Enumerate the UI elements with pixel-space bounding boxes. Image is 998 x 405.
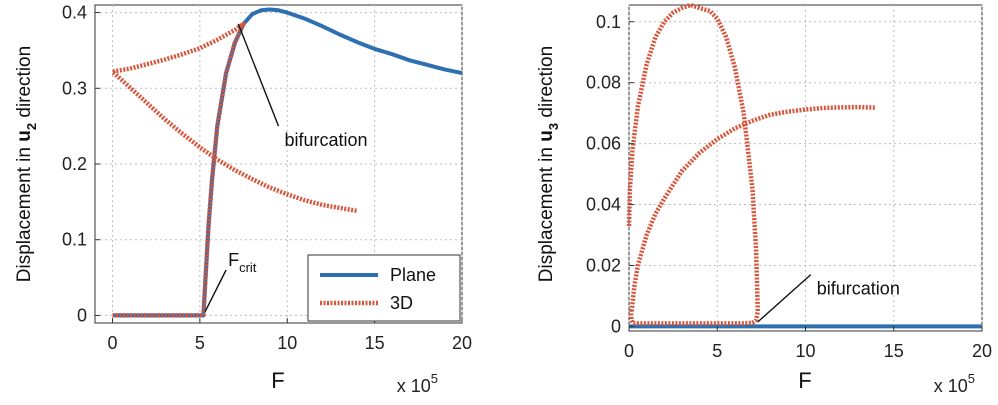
- left-series: [110, 7, 463, 318]
- y-tick-label: 0.06: [586, 134, 621, 154]
- x-tick-label: 10: [277, 333, 297, 353]
- x-tick-label: 20: [452, 333, 472, 353]
- y-tick-label: 0.04: [586, 195, 621, 215]
- y-tick-label: 0.2: [62, 154, 87, 174]
- left-x-multiplier: x 105: [397, 371, 438, 396]
- legend: Plane 3D: [307, 254, 461, 322]
- x-tick-label: 15: [365, 333, 385, 353]
- right-ticks: 0 5 10 15 20 0 0.02 0.04 0.06 0.08 0.1: [586, 12, 992, 361]
- annotation-label: bifurcation: [285, 130, 368, 150]
- y-tick-label: 0.1: [596, 12, 621, 32]
- annotation-label: Fcrit: [228, 250, 257, 275]
- legend-label-3d: 3D: [390, 293, 413, 313]
- x-tick-label: 15: [884, 341, 904, 361]
- series-line-3d: [110, 21, 358, 318]
- y-tick-label: 0.3: [62, 78, 87, 98]
- x-tick-label: 0: [107, 333, 117, 353]
- y-tick-label: 0: [611, 316, 621, 336]
- y-tick-label: 0.02: [586, 255, 621, 275]
- legend-box: [307, 254, 461, 322]
- y-tick-label: 0: [77, 305, 87, 325]
- y-tick-label: 0.08: [586, 73, 621, 93]
- series-line-3d: [626, 2, 761, 326]
- left-ticks: 0 5 10 15 20 0 0.1 0.2 0.3 0.4: [62, 3, 472, 353]
- x-tick-label: 0: [624, 341, 634, 361]
- y-tick-label: 0.4: [62, 3, 87, 23]
- annotation-label: bifurcation: [817, 279, 900, 299]
- left-annotations: bifurcation Fcrit: [204, 23, 368, 312]
- right-x-multiplier: x 105: [934, 371, 975, 396]
- y-tick-label: 0.1: [62, 230, 87, 250]
- right-annotations: bifurcation: [757, 274, 900, 323]
- legend-label-plane: Plane: [390, 265, 436, 285]
- x-tick-label: 5: [195, 333, 205, 353]
- left-chart: 0 5 10 15 20 0 0.1 0.2 0.3 0.4 bifurcation Fcrit P…: [14, 3, 472, 396]
- series-line-plane: [112, 7, 463, 318]
- annotation-leader-line: [757, 274, 812, 323]
- right-chart: 0 5 10 15 20 0 0.02 0.04 0.06 0.08 0.1 bifurcation…: [536, 2, 992, 396]
- annotation-leader-line: [237, 23, 280, 127]
- right-x-axis-label: F: [798, 368, 811, 393]
- right-y-axis-label: Displacement in u3 direction: [536, 46, 561, 282]
- x-tick-label: 20: [972, 341, 992, 361]
- annotation-leader-line: [204, 269, 227, 312]
- x-tick-label: 5: [712, 341, 722, 361]
- left-y-axis-label: Displacement in u2 direction: [14, 46, 39, 282]
- x-tick-label: 10: [795, 341, 815, 361]
- left-x-axis-label: F: [271, 368, 284, 393]
- right-plot-area: [628, 4, 983, 332]
